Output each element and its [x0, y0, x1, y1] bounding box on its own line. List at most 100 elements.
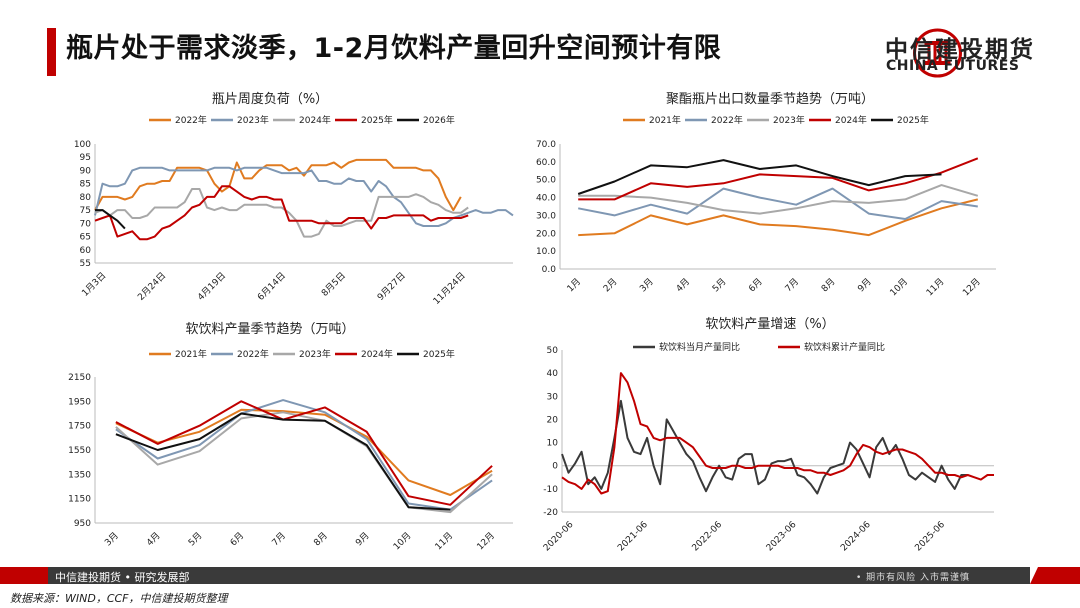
y-tick-label: 20.0 [536, 229, 556, 239]
chart-soft-drink-growth: 软饮料产量增速（%） -20 -10 0 10 20 30 40 50 2020-06 2021-… [530, 313, 1010, 563]
legend-label: 2025年 [897, 114, 929, 126]
legend-label: 软饮料当月产量同比 [659, 341, 740, 353]
x-tick-label: 4月 [674, 276, 692, 294]
legend-label: 2022年 [175, 114, 207, 126]
y-tick-label: 950 [74, 519, 91, 529]
x-tick-label: 2025-06 [913, 520, 947, 554]
legend-label: 2023年 [299, 348, 331, 360]
y-tick-label: 2150 [68, 373, 91, 383]
y-tick-label: 40.0 [536, 194, 556, 204]
series-line-1 [561, 399, 968, 495]
y-tick-label: 1750 [68, 422, 91, 432]
chart-title: 瓶片周度负荷（%） [211, 92, 329, 107]
x-tick-label: 4月19日 [195, 270, 228, 303]
legend-label: 2021年 [649, 114, 681, 126]
x-tick-label: 5月 [186, 530, 204, 548]
series-line-3 [578, 184, 979, 215]
y-tick-label: 40 [547, 369, 559, 379]
data-source: 数据来源：WIND，CCF，中信建投期货整理 [10, 592, 228, 605]
chart-svg: 0.0 10.0 20.0 30.0 40.0 50.0 60.0 70.0 1月 2月 3月 4月 5… [536, 114, 996, 298]
y-tick-label: 95 [80, 153, 91, 163]
chart-svg: 55 60 65 70 75 80 85 90 95 100 1月3日 2月24日 4月19日 6月14日… [74, 114, 514, 307]
y-tick-label: 0 [552, 462, 558, 472]
legend-label: 2025年 [423, 348, 455, 360]
x-tick-label: 10月 [391, 530, 413, 552]
page-title: 瓶片处于需求淡季，1-2月饮料产量回升空间预计有限 [66, 33, 722, 64]
footer-department: 中信建投期货 • 研究发展部 [55, 571, 190, 584]
footer-bar [0, 567, 1030, 584]
y-tick-label: 1350 [68, 470, 91, 480]
x-tick-label: 6月 [747, 276, 765, 294]
x-tick-label: 3月 [103, 530, 121, 548]
series-line-2 [578, 187, 978, 220]
x-tick-label: 2月 [601, 276, 619, 294]
y-tick-label: 70.0 [536, 140, 556, 150]
x-tick-label: 11月24日 [431, 270, 468, 307]
logo-icon [913, 28, 962, 78]
x-tick-label: 9月 [856, 276, 874, 294]
series-line-2 [94, 166, 514, 227]
x-tick-label: 9月27日 [375, 270, 408, 303]
y-tick-label: 85 [80, 180, 91, 190]
x-tick-label: 12月 [475, 530, 497, 552]
x-tick-label: 2021-06 [616, 520, 650, 554]
y-tick-label: 100 [74, 140, 91, 150]
chart-bottle-chip-export: 聚酯瓶片出口数量季节趋势（万吨） 0.0 10.0 20.0 30.0 40.0 50.0… [530, 86, 1010, 306]
y-tick-label: 1550 [68, 446, 91, 456]
series-line-5 [577, 159, 942, 195]
y-tick-label: 60 [80, 246, 92, 256]
x-tick-label: 7月 [270, 530, 288, 548]
legend-label: 2024年 [361, 348, 393, 360]
series-line-1 [578, 198, 979, 237]
y-tick-label: 0.0 [542, 265, 557, 275]
chart-title: 软饮料产量季节趋势（万吨） [185, 322, 355, 337]
x-tick-label: 5月 [710, 276, 728, 294]
legend-label: 2021年 [175, 348, 207, 360]
y-tick-label: -20 [543, 508, 558, 518]
series-line-4 [578, 157, 979, 201]
x-tick-label: 11月 [433, 530, 455, 552]
x-tick-label: 1月3日 [80, 270, 109, 299]
x-tick-label: 11月 [924, 276, 946, 298]
x-tick-label: 6月14日 [255, 270, 288, 303]
logo-text-en: CHINA FUTURES [886, 58, 1020, 74]
x-tick-label: 1月 [565, 276, 583, 294]
series-line-4 [94, 185, 469, 241]
y-tick-label: 80 [80, 193, 92, 203]
x-tick-label: 8月5日 [319, 270, 348, 299]
footer-risk-warning: • 期市有风险 入市需谨慎 [856, 573, 971, 583]
x-tick-label: 3月 [638, 276, 656, 294]
y-tick-label: 1950 [68, 397, 91, 407]
y-tick-label: 50.0 [536, 176, 556, 186]
x-tick-label: 2023-06 [765, 520, 799, 554]
legend-label: 2022年 [711, 114, 743, 126]
footer-left-accent [0, 567, 48, 584]
legend-label: 2026年 [423, 114, 455, 126]
chart-title: 软饮料产量增速（%） [705, 317, 835, 332]
series-line-2 [561, 372, 994, 495]
y-tick-label: 75 [80, 206, 91, 216]
chart-svg: 950 1150 1350 1550 1750 1950 2150 3月 4月 5月 6月 7月 8月 9… [68, 348, 513, 552]
x-tick-label: 2022-06 [691, 520, 725, 554]
y-tick-label: 50 [547, 346, 559, 356]
x-tick-label: 12月 [961, 276, 983, 298]
x-tick-label: 2020-06 [542, 520, 576, 554]
title-accent-bar [47, 28, 56, 76]
series-line-4 [115, 400, 493, 506]
x-tick-label: 6月 [228, 530, 246, 548]
legend-label: 2025年 [361, 114, 393, 126]
x-tick-label: 8月 [819, 276, 837, 294]
y-tick-label: 10.0 [536, 247, 556, 257]
legend-label: 2023年 [773, 114, 805, 126]
y-tick-label: 60.0 [536, 158, 556, 168]
series-line-3 [94, 188, 469, 238]
legend-label: 2023年 [237, 114, 269, 126]
y-tick-label: 10 [547, 439, 559, 449]
y-tick-label: 70 [80, 219, 92, 229]
legend-label: 2024年 [299, 114, 331, 126]
y-tick-label: 30.0 [536, 211, 556, 221]
y-tick-label: 65 [80, 233, 91, 243]
legend-label: 软饮料累计产量同比 [804, 341, 885, 353]
series-line-1 [115, 408, 493, 496]
y-tick-label: 90 [80, 166, 92, 176]
